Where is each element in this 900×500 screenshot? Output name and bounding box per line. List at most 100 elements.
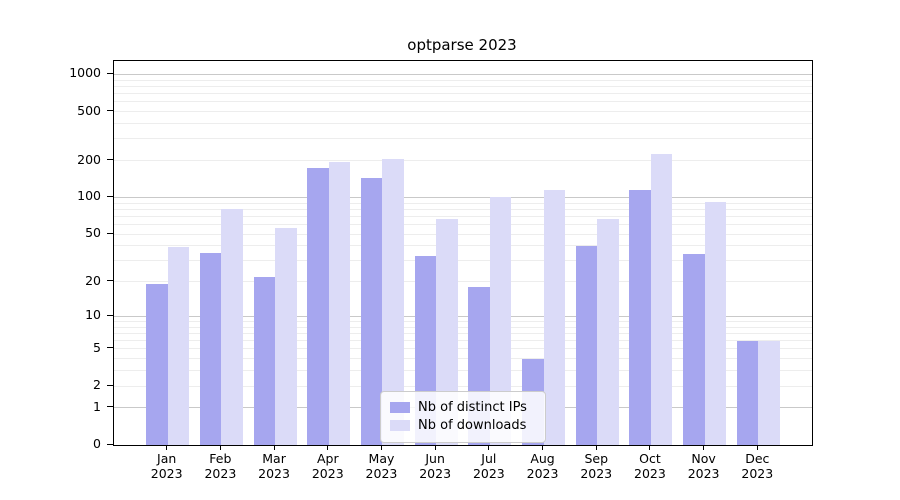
y-tick-mark (107, 443, 113, 445)
x-tick-month: Aug (530, 451, 555, 466)
x-tick-month: Dec (745, 451, 770, 466)
x-tick-label: Dec 2023 (717, 451, 797, 481)
x-tick-month: Mar (262, 451, 286, 466)
y-tick-mark (107, 347, 113, 349)
y-gridline-minor (114, 260, 812, 262)
y-gridline-minor (114, 224, 812, 225)
x-tick-mark (219, 445, 221, 450)
x-tick-year: 2023 (258, 466, 290, 481)
x-tick-label: Nov 2023 (664, 451, 744, 481)
y-tick-label: 10 (85, 307, 101, 323)
bar-nb-of-downloads-nov (704, 201, 727, 445)
legend-item-nb-of-distinct-ips: Nb of distinct IPs (390, 400, 536, 415)
bar-nb-of-downloads-aug (543, 190, 566, 445)
bar-nb-of-downloads-mar (275, 228, 297, 445)
y-tick-mark (107, 280, 113, 282)
y-gridline-minor (114, 233, 812, 235)
x-tick-mark (542, 445, 544, 450)
y-tick-label: 1 (93, 398, 101, 414)
y-tick-label: 5 (93, 339, 101, 355)
bar-nb-of-distinct-ips-sep (575, 245, 598, 445)
y-gridline-minor (114, 245, 812, 247)
y-tick-mark (107, 384, 113, 386)
y-tick-label: 100 (77, 188, 101, 204)
x-tick-year: 2023 (419, 466, 452, 481)
bar-nb-of-distinct-ips-nov (683, 254, 705, 445)
bar-nb-of-downloads-oct (650, 153, 673, 445)
y-gridline-minor (114, 93, 812, 95)
y-tick-mark (107, 110, 113, 112)
legend-label: Nb of distinct IPs (418, 400, 527, 415)
x-tick-mark (166, 445, 168, 450)
y-tick-label: 50 (85, 225, 101, 241)
x-tick-year: 2023 (526, 466, 559, 481)
x-tick-mark (327, 445, 329, 450)
x-tick-month: Jan (157, 451, 177, 466)
x-tick-month: Apr (316, 451, 339, 466)
x-tick-label: Jun 2023 (395, 451, 475, 481)
x-tick-year: 2023 (311, 466, 344, 481)
bar-nb-of-distinct-ips-oct (629, 190, 651, 445)
y-gridline-minor (114, 385, 812, 387)
y-gridline-major (114, 73, 812, 75)
x-tick-label: Aug 2023 (503, 451, 583, 481)
y-gridline-minor (114, 85, 812, 87)
bar-nb-of-downloads-dec (758, 340, 780, 445)
x-tick-month: Sep (584, 451, 608, 466)
x-tick-label: Jan 2023 (127, 451, 207, 481)
bar-nb-of-distinct-ips-may (360, 177, 383, 445)
y-gridline-minor (114, 202, 812, 204)
bar-nb-of-downloads-feb (221, 209, 243, 445)
legend: Nb of distinct IPs Nb of downloads (380, 391, 546, 443)
x-tick-label: Sep 2023 (556, 451, 636, 481)
bar-nb-of-downloads-apr (328, 161, 351, 445)
y-gridline-minor (114, 208, 812, 210)
x-tick-label: Apr 2023 (288, 451, 368, 481)
x-tick-year: 2023 (741, 466, 774, 481)
x-tick-month: Oct (639, 451, 661, 466)
x-tick-year: 2023 (472, 466, 505, 481)
bar-nb-of-downloads-jan (167, 247, 190, 445)
x-tick-month: Feb (209, 451, 232, 466)
chart-title: optparse 2023 (407, 36, 517, 54)
x-tick-mark (595, 445, 597, 450)
y-tick-mark (107, 159, 113, 161)
y-gridline-minor (114, 79, 812, 81)
bar-nb-of-distinct-ips-mar (253, 276, 276, 445)
y-tick-mark (107, 314, 113, 316)
x-tick-mark (756, 445, 758, 450)
x-tick-year: 2023 (150, 466, 183, 481)
y-gridline-minor (114, 370, 812, 372)
y-gridline-minor (114, 111, 812, 113)
x-tick-month: Jul (481, 451, 497, 466)
x-tick-year: 2023 (204, 466, 237, 481)
bar-nb-of-distinct-ips-dec (736, 340, 759, 445)
y-tick-mark (107, 195, 113, 197)
y-gridline-minor (114, 281, 812, 283)
x-tick-mark (703, 445, 705, 450)
y-gridline-major (114, 196, 812, 198)
bar-nb-of-distinct-ips-apr (307, 167, 329, 445)
x-tick-month: Nov (691, 451, 716, 466)
bar-nb-of-distinct-ips-feb (199, 252, 222, 445)
legend-swatch (390, 402, 410, 413)
x-tick-year: 2023 (634, 466, 666, 481)
y-gridline-minor (114, 358, 812, 360)
x-tick-mark (488, 445, 490, 450)
x-tick-month: May (368, 451, 395, 466)
y-gridline-minor (114, 138, 812, 140)
plot-area: Nb of distinct IPs Nb of downloads (113, 60, 813, 446)
y-gridline-minor (114, 332, 812, 334)
bar-nb-of-downloads-may (382, 158, 404, 445)
y-tick-label: 500 (77, 102, 101, 118)
x-tick-label: Oct 2023 (610, 451, 690, 481)
x-tick-label: Jul 2023 (449, 451, 529, 481)
y-tick-mark (107, 72, 113, 74)
x-tick-month: Jun (425, 451, 445, 466)
bar-nb-of-distinct-ips-jan (146, 284, 168, 445)
y-gridline-minor (114, 320, 812, 322)
bar-nb-of-downloads-jun (436, 219, 458, 445)
y-tick-label: 200 (77, 151, 101, 167)
legend-label: Nb of downloads (418, 418, 527, 433)
